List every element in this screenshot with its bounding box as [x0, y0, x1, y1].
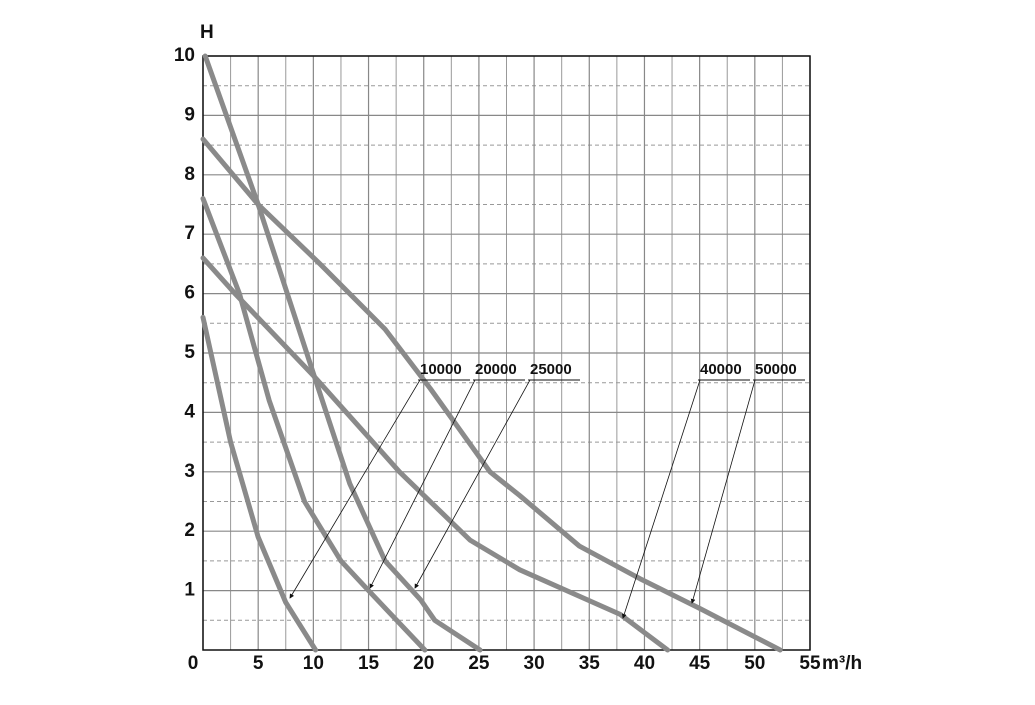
x-tick-label: 5: [253, 653, 264, 674]
curve: [200, 255, 671, 653]
y-tick-label: 2: [184, 520, 195, 541]
x-tick-label: 20: [413, 653, 434, 674]
legend-label: 25000: [530, 361, 572, 378]
legend-label: 40000: [700, 361, 742, 378]
leader-arrow: [414, 379, 531, 589]
x-tick-label: 50: [744, 653, 765, 674]
y-tick-label: 6: [184, 283, 195, 304]
curve: [200, 136, 783, 653]
y-tick-label: 8: [184, 164, 195, 185]
x-tick-label: 55: [799, 653, 821, 674]
y-tick-label: 1: [184, 580, 195, 601]
x-tick-label: 40: [634, 653, 655, 674]
y-tick-label: 7: [184, 223, 195, 244]
legend-label: 50000: [755, 361, 797, 378]
leader-arrow: [621, 379, 701, 619]
curve: [200, 196, 428, 653]
y-tick-label: 10: [174, 45, 195, 66]
legend-label: 10000: [420, 361, 462, 378]
y-tick-label: 5: [184, 342, 195, 363]
x-tick-label: 30: [524, 653, 545, 674]
curve: [202, 53, 483, 653]
leader-arrow: [369, 379, 476, 589]
x-tick-label: 10: [303, 653, 324, 674]
y-tick-label: 3: [184, 461, 195, 482]
y-tick-label: 9: [184, 104, 195, 125]
x-tick-label: 0: [188, 653, 199, 674]
x-tick-label: 15: [358, 653, 380, 674]
plot-frame: [202, 55, 811, 651]
curve: [200, 314, 319, 653]
legend-label: 20000: [475, 361, 517, 378]
x-tick-label: 45: [689, 653, 711, 674]
y-tick-label: 4: [184, 401, 195, 422]
x-tick-label: 25: [468, 653, 490, 674]
y-axis-label: H: [200, 22, 214, 43]
leader-arrow: [690, 379, 756, 604]
x-axis-label: m³/h: [822, 653, 862, 674]
x-tick-label: 35: [579, 653, 601, 674]
leader-arrow: [289, 379, 421, 599]
